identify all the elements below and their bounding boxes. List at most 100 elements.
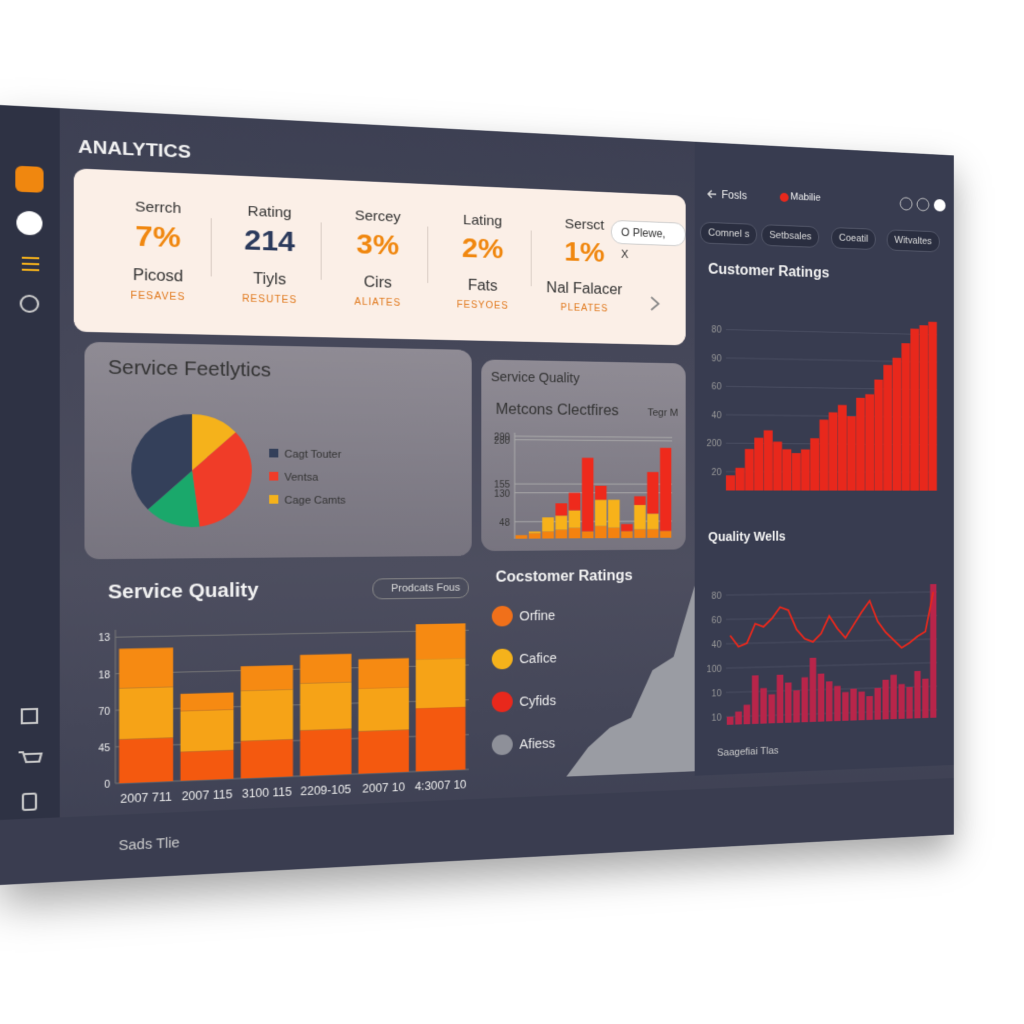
bar-segment	[634, 529, 646, 538]
legend-swatch	[269, 495, 279, 504]
bar-segment	[415, 706, 466, 772]
page-footer: Sads Tlie	[118, 834, 180, 854]
list-item: Orfine	[519, 609, 555, 624]
bar	[819, 419, 829, 491]
kpi-label: Rating	[247, 203, 292, 222]
bar-segment	[415, 623, 466, 660]
bar-segment	[660, 530, 672, 538]
bar-segment	[415, 658, 466, 709]
y-tick-label: 40	[712, 641, 722, 651]
bar	[837, 404, 847, 491]
kpi-sub: PLEATES	[560, 302, 609, 315]
bar-segment	[595, 525, 607, 539]
legend-label: Cage Camts	[284, 495, 346, 506]
y-tick-label: 60	[712, 616, 722, 626]
filter-chip[interactable]: Comnel s	[700, 221, 758, 246]
bar-segment	[180, 709, 234, 752]
nav-icon[interactable]	[23, 794, 36, 810]
chart-title: Service Quality	[107, 579, 259, 604]
bar-segment	[608, 499, 620, 528]
y-tick-label: 45	[98, 743, 110, 754]
back-label[interactable]: Fosls	[721, 188, 747, 203]
y-tick-label: 130	[494, 489, 510, 499]
bar	[825, 681, 833, 722]
bar	[744, 448, 754, 491]
panel-title: Service Feetlytics	[107, 357, 271, 382]
kpi-name: Nal Falacer	[546, 280, 623, 299]
user-menu[interactable]: Mabilie	[790, 191, 821, 204]
bar-segment	[515, 535, 528, 539]
bar	[890, 674, 897, 720]
bar-chart: 20 200 40 60 90 80	[707, 321, 945, 491]
kpi-name: Fats	[467, 277, 498, 295]
bar	[791, 453, 801, 491]
bar	[847, 416, 856, 491]
legend-chip[interactable]: Prodcats Fous	[372, 577, 469, 600]
grid-line	[726, 663, 937, 668]
filter-chip[interactable]: Setbsales	[761, 224, 820, 248]
separator	[530, 230, 532, 287]
chart-title: Metcons Clectfires	[495, 401, 619, 419]
kpi-sub: RESUTES	[241, 293, 298, 306]
bar-segment	[647, 513, 659, 530]
kpi-strip: O Plewe, X Serrch 7% Picosd FESAVES Rating 21…	[73, 168, 686, 346]
filter-chip[interactable]: Witvaltes	[886, 229, 940, 253]
grid-line	[726, 330, 937, 335]
bar-segment	[581, 531, 594, 539]
bar-segment	[240, 739, 293, 779]
kpi-value: 7%	[135, 220, 181, 255]
bar	[865, 394, 874, 491]
nav-icon[interactable]	[21, 296, 38, 312]
bar	[882, 679, 889, 720]
nav-icon[interactable]	[15, 165, 44, 193]
separator	[320, 222, 322, 280]
kpi-label: Sersct	[564, 216, 605, 234]
dashboard: ANALYTICS O Plewe, X Serrch 7% Picosd FESAV…	[0, 105, 954, 885]
next-arrow[interactable]	[648, 294, 663, 313]
nav-icon[interactable]	[22, 709, 37, 723]
bar-segment	[568, 527, 581, 539]
bar	[834, 685, 841, 722]
bar-segment	[608, 527, 620, 539]
stacked-bar-chart: 0 45 70 18 13 2007 711 2007 115 3100 115 2209-10…	[98, 623, 483, 806]
kpi-sub: FESYOES	[456, 299, 509, 312]
bar	[809, 657, 817, 723]
back-arrow[interactable]	[705, 188, 718, 201]
list-item: Cyfids	[519, 694, 556, 709]
nav-icon[interactable]	[19, 752, 42, 763]
bar	[751, 675, 759, 725]
bar-segment	[528, 531, 541, 534]
nav-icon[interactable]	[16, 210, 43, 236]
bar	[866, 696, 873, 721]
y-tick-label: 0	[104, 780, 110, 791]
y-tick-label: 20	[712, 468, 722, 477]
bar-segment	[542, 517, 554, 532]
filter-chip[interactable]: Coeatil	[831, 227, 876, 251]
nav-icon[interactable]	[22, 258, 39, 270]
legend-swatch	[269, 448, 279, 458]
bar-segment	[358, 658, 409, 689]
bar-segment	[595, 485, 607, 500]
kpi-label: Serrch	[134, 198, 182, 218]
bar-segment	[300, 682, 352, 731]
x-tick-label: 2007 115	[182, 788, 233, 803]
pie-chart: Cagt Touter Ventsa Cage Camts	[131, 413, 346, 528]
y-tick-label: 280	[494, 436, 510, 446]
separator	[427, 226, 429, 284]
bar	[883, 364, 893, 491]
bar-segment	[634, 496, 646, 505]
legend-label: Ventsa	[284, 472, 318, 483]
kpi-name: Tiyls	[253, 270, 287, 289]
bar	[776, 674, 784, 724]
bar	[725, 475, 736, 491]
list-item: Cafice	[519, 652, 556, 667]
bar	[828, 412, 838, 491]
bar	[735, 711, 742, 725]
kpi-label: Lating	[463, 211, 503, 230]
bar	[874, 379, 884, 491]
panel-title: Service Quality	[490, 368, 580, 386]
legend-label: Tegr M	[647, 407, 679, 419]
bar	[810, 438, 820, 491]
